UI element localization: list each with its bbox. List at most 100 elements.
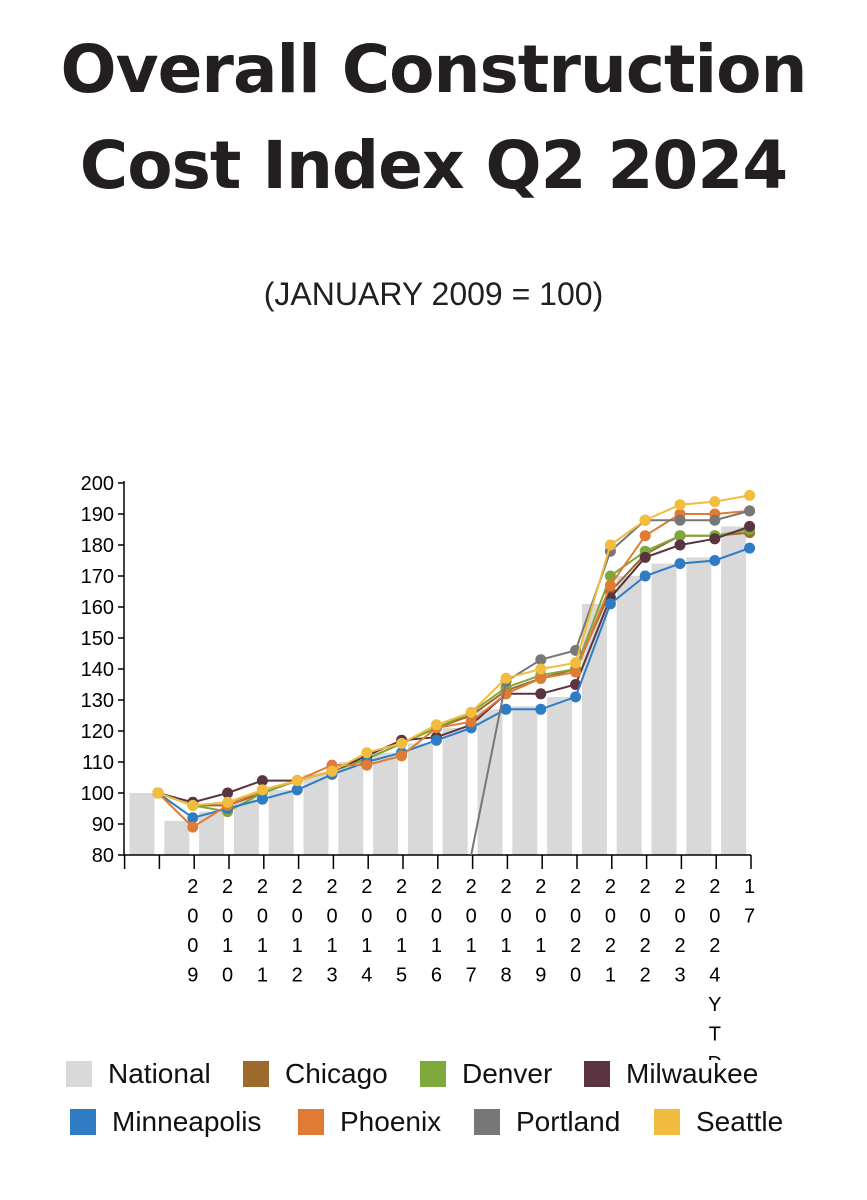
x-tick-label: 1 — [361, 935, 372, 957]
series-line-minneapolis — [157, 547, 750, 819]
x-tick-label: 2 — [709, 876, 720, 898]
bar-national — [407, 743, 433, 855]
y-tick-label: 100 — [81, 783, 114, 805]
data-point-seattle — [430, 719, 442, 731]
x-tick-label: 0 — [500, 906, 511, 928]
x-tick-label: 0 — [709, 906, 720, 928]
x-tick-label: 1 — [605, 965, 616, 987]
x-tick-label: 0 — [570, 965, 581, 987]
x-tick-label: 2 — [500, 876, 511, 898]
x-tick-label: 0 — [396, 906, 407, 928]
x-tick-label: 1 — [396, 935, 407, 957]
legend-swatch — [584, 1061, 610, 1087]
x-tick-label: 3 — [326, 965, 337, 987]
x-tick-label: 2 — [535, 876, 546, 898]
series-minneapolis — [152, 542, 756, 824]
x-tick-label: 1 — [535, 935, 546, 957]
legend-item-national: National — [66, 1058, 211, 1090]
data-point-minneapolis — [291, 784, 303, 796]
legend-item-chicago: Chicago — [243, 1058, 388, 1090]
data-point-seattle — [187, 799, 199, 811]
bar-national — [338, 762, 364, 855]
data-point-minneapolis — [535, 703, 547, 715]
data-point-seattle — [396, 737, 408, 749]
x-tick-label: 0 — [222, 965, 233, 987]
x-tick-label: 2 — [605, 876, 616, 898]
x-tick-label: 0 — [361, 906, 372, 928]
x-tick-label: 2 — [640, 876, 651, 898]
data-point-minneapolis — [674, 558, 686, 570]
x-tick-label: 2 — [187, 876, 198, 898]
x-tick-label: 0 — [257, 906, 268, 928]
data-point-milwaukee — [744, 520, 756, 532]
bar-national — [651, 563, 677, 855]
x-tick-label: 0 — [292, 906, 303, 928]
legend-label: Chicago — [285, 1058, 388, 1089]
data-point-milwaukee — [222, 787, 234, 799]
series-seattle — [152, 489, 756, 811]
legend-swatch — [298, 1109, 324, 1135]
data-point-portland — [744, 505, 756, 517]
legend-item-minneapolis: Minneapolis — [70, 1106, 261, 1138]
data-point-milwaukee — [674, 539, 686, 551]
y-tick-label: 90 — [92, 814, 114, 836]
title-line-2: Cost Index Q2 2024 — [79, 127, 788, 204]
chart-subtitle: (JANUARY 2009 = 100) — [263, 276, 604, 312]
data-point-minneapolis — [570, 691, 582, 703]
legend-swatch — [474, 1109, 500, 1135]
x-tick-label: 2 — [257, 876, 268, 898]
title-line-1: Overall Construction — [60, 31, 808, 108]
y-tick-label: 80 — [92, 845, 114, 867]
data-point-seattle — [674, 499, 686, 511]
x-tick-label: 8 — [500, 965, 511, 987]
x-tick-label: 2 — [605, 935, 616, 957]
x-tick-label: 2 — [466, 876, 477, 898]
x-tick-label: 7 — [466, 965, 477, 987]
data-point-seattle — [639, 514, 651, 526]
bar-national — [199, 811, 225, 855]
legend-swatch — [66, 1061, 92, 1087]
x-tick-label: 2 — [709, 935, 720, 957]
data-point-minneapolis — [430, 734, 442, 746]
data-point-seattle — [222, 796, 234, 808]
bar-national — [442, 727, 468, 855]
legend-swatch — [420, 1061, 446, 1087]
data-point-seattle — [291, 775, 303, 787]
y-tick-label: 130 — [81, 690, 114, 712]
x-tick-label: 6 — [431, 965, 442, 987]
data-point-seattle — [326, 765, 338, 777]
data-point-phoenix — [465, 716, 477, 728]
x-tick-label: 0 — [187, 906, 198, 928]
data-point-milwaukee — [256, 775, 268, 787]
data-point-seattle — [604, 539, 616, 551]
x-tick-label: 2 — [396, 876, 407, 898]
x-tick-label: 4 — [709, 965, 720, 987]
data-point-milwaukee — [639, 551, 651, 563]
data-point-seattle — [465, 706, 477, 718]
x-tick-label: 1 — [466, 935, 477, 957]
y-tick-label: 110 — [82, 752, 114, 774]
x-tick-label: 9 — [187, 965, 198, 987]
x-tick-label: 0 — [674, 906, 685, 928]
x-tick-label: 0 — [187, 935, 198, 957]
bar-national — [616, 576, 642, 855]
x-tick-label: 2 — [292, 876, 303, 898]
legend-item-seattle: Seattle — [654, 1106, 783, 1138]
x-tick-label: 1 — [500, 935, 511, 957]
legend-swatch — [70, 1109, 96, 1135]
x-tick-label: 2 — [674, 935, 685, 957]
data-point-phoenix — [535, 672, 547, 684]
x-tick-label: 2 — [431, 876, 442, 898]
data-point-phoenix — [639, 530, 651, 542]
data-point-seattle — [535, 663, 547, 675]
data-point-phoenix — [361, 759, 373, 771]
legend-swatch — [243, 1061, 269, 1087]
x-tick-label: 0 — [570, 906, 581, 928]
y-tick-label: 150 — [81, 628, 114, 650]
data-point-phoenix — [604, 579, 616, 591]
x-tick-label: 1 — [292, 935, 303, 957]
data-point-denver — [674, 530, 686, 542]
x-tick-label: 0 — [535, 906, 546, 928]
legend-label: Portland — [516, 1106, 621, 1137]
y-tick-label: 170 — [81, 566, 114, 588]
